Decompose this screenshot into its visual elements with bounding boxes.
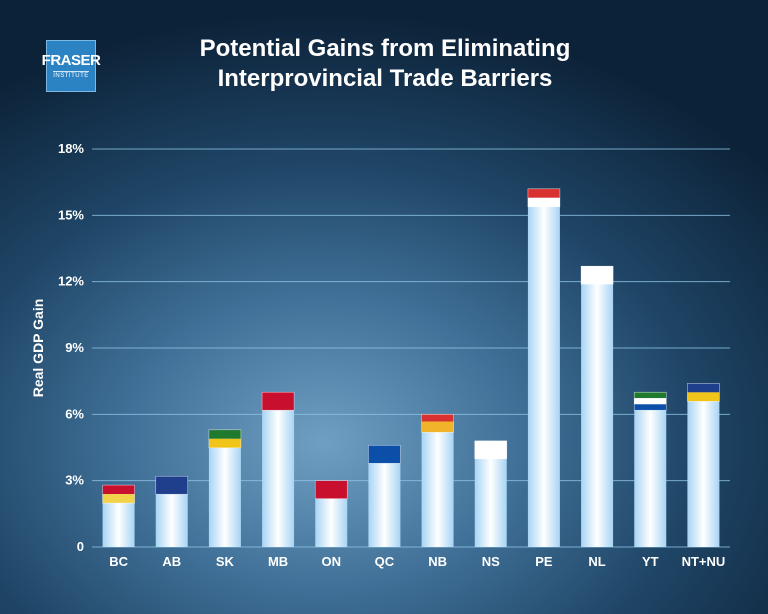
y-tick-label: 3% <box>65 473 84 488</box>
flags <box>102 188 720 504</box>
flag-icon <box>633 391 667 411</box>
y-tick-label: 12% <box>58 274 84 289</box>
flag-icon <box>314 480 348 499</box>
flag-icon <box>155 475 189 495</box>
bar <box>527 188 560 548</box>
y-tick-label: 15% <box>58 207 84 222</box>
x-tick-label: NL <box>588 554 605 569</box>
bar <box>687 383 720 547</box>
flag-icon <box>102 484 135 504</box>
x-tick-label: SK <box>216 554 235 569</box>
bar <box>634 392 667 547</box>
flag-icon <box>261 391 295 411</box>
x-tick-label: BC <box>109 554 128 569</box>
flag-icon <box>208 429 242 449</box>
y-tick-label: 6% <box>65 406 84 421</box>
bar <box>208 429 241 547</box>
x-tick-label: NB <box>428 554 447 569</box>
bar <box>581 266 614 547</box>
bar <box>421 414 454 547</box>
gridlines <box>92 148 730 548</box>
x-tick-label: QC <box>375 554 395 569</box>
flag-icon <box>474 440 508 460</box>
x-tick-label: NS <box>482 554 500 569</box>
y-tick-label: 9% <box>65 340 84 355</box>
chart-title-line-2: Interprovincial Trade Barriers <box>217 65 553 92</box>
flag-icon <box>421 414 454 433</box>
logo-line-2: INSTITUTE <box>53 70 89 79</box>
chart-title-line-1: Potential Gains from Eliminating <box>199 35 571 62</box>
bar <box>262 392 295 547</box>
flag-icon <box>687 383 720 402</box>
x-tick-label: NT+NU <box>682 554 726 569</box>
y-tick-label: 0 <box>77 539 84 554</box>
y-axis-ticks: 0 3% 6% 9% 12% 15% 18% <box>58 141 84 554</box>
x-axis-ticks: BC AB SK MB ON QC NB NS PE NL YT NT+NU <box>109 554 725 569</box>
fraser-institute-logo: FRASER INSTITUTE <box>42 40 101 92</box>
x-tick-label: PE <box>535 554 553 569</box>
bars <box>102 188 720 548</box>
flag-icon <box>368 444 401 464</box>
x-tick-label: ON <box>322 554 342 569</box>
x-tick-label: AB <box>162 554 181 569</box>
flag-icon <box>527 188 561 208</box>
x-tick-label: YT <box>642 554 659 569</box>
y-tick-label: 18% <box>58 141 84 156</box>
flag-icon <box>580 265 614 285</box>
x-tick-label: MB <box>268 554 288 569</box>
chart-title: Potential Gains from Eliminating Interpr… <box>130 34 640 94</box>
logo-line-1: FRASER <box>41 51 101 69</box>
